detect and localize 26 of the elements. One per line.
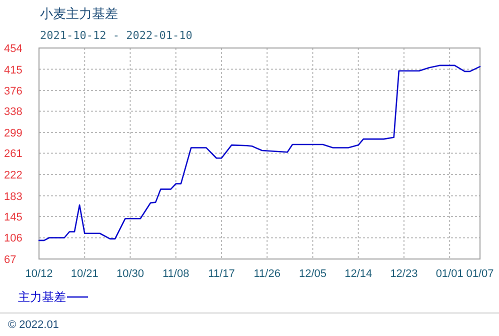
y-tick-label: 454: [4, 43, 22, 55]
y-tick-label: 299: [4, 128, 22, 140]
y-tick-label: 183: [4, 190, 22, 203]
y-tick-label: 222: [4, 169, 22, 182]
chart-subtitle: 2021-10-12 - 2022-01-10: [40, 29, 192, 42]
chart-title: 小麦主力基差: [40, 6, 118, 21]
y-tick-label: 145: [4, 211, 22, 224]
x-tick-label: 12/05: [298, 268, 326, 280]
y-tick-label: 376: [4, 86, 22, 98]
x-tick-label: 11/26: [254, 268, 280, 280]
x-tick-label: 10/21: [70, 268, 98, 280]
x-tick-label: 12/14: [344, 268, 372, 280]
y-tick-label: 261: [4, 148, 22, 160]
text: © 2022.01: [8, 319, 59, 331]
x-tick-label: 01/07: [466, 268, 494, 280]
x-tick-label: 01/01: [436, 268, 464, 280]
y-tick-label: 338: [4, 106, 22, 118]
x-tick-label: 11/17: [208, 268, 235, 280]
x-tick-label: 12/23: [390, 268, 418, 280]
x-tick-label: 10/12: [25, 268, 53, 280]
y-tick-label: 415: [4, 64, 22, 76]
legend-label: 主力基差: [18, 290, 66, 304]
y-tick-label: 67: [4, 254, 16, 266]
x-tick-label: 11/08: [162, 268, 190, 280]
x-tick-label: 10/30: [116, 268, 144, 280]
y-tick-label: 106: [4, 232, 22, 245]
